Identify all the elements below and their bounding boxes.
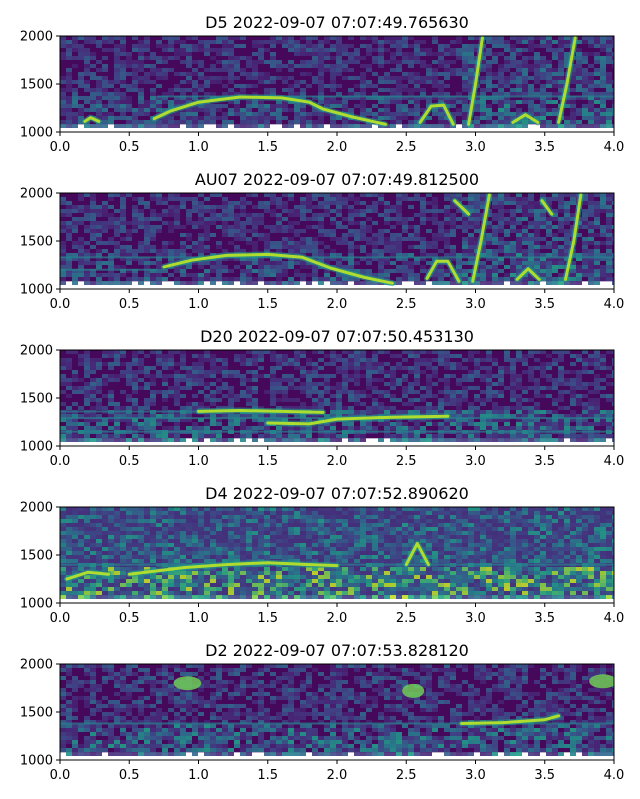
x-tick-label: 2.5 [396,297,417,312]
x-tick-label: 0.5 [119,140,140,155]
y-tick-label: 1000 [20,126,53,141]
x-tick-label: 1.0 [188,454,209,469]
x-tick-label: 3.0 [465,768,486,783]
y-tick-label: 1500 [20,392,53,407]
call-contour-1 [460,714,561,725]
call-contour-3 [515,267,541,281]
y-tick-label: 2000 [20,187,53,202]
call-contour-1 [162,252,394,285]
spectrogram-image [60,664,614,760]
x-tick-label: 2.5 [396,454,417,469]
x-tick-label: 2.0 [327,140,348,155]
spectrogram-image [60,36,614,132]
x-tick-label: 4.0 [604,297,625,312]
x-tick-label: 3.0 [465,611,486,626]
call-contour-4 [511,113,540,124]
x-tick-label: 0.5 [119,768,140,783]
call-contour-5 [564,193,583,281]
spectrogram-panel-3: D20 2022-09-07 07:07:50.453130 0.0 0.5 1.0 1… [20,327,624,469]
call-contour-1 [83,116,101,123]
call-contour-2 [404,542,430,567]
x-tick-label: 1.5 [257,140,278,155]
x-tick-label: 1.0 [188,768,209,783]
x-tick-label: 0.0 [50,454,71,469]
call-contour-1 [197,409,325,414]
x-tick-label: 3.5 [534,297,555,312]
call-contour-2 [152,95,387,126]
y-tick-label: 2000 [20,30,53,45]
spectrogram-image [60,193,614,289]
energy-blob-2 [402,683,425,698]
x-tick-label: 1.5 [257,297,278,312]
x-tick-label: 2.5 [396,611,417,626]
x-tick-label: 0.5 [119,611,140,626]
x-tick-label: 3.5 [534,768,555,783]
y-tick-label: 2000 [20,501,53,516]
spectrogram-image [60,350,614,446]
x-tick-label: 2.0 [327,297,348,312]
spectrogram-panel-1: D5 2022-09-07 07:07:49.765630 0.0 0.5 1.0 1.… [20,13,624,155]
x-tick-label: 4.0 [604,768,625,783]
x-tick-label: 1.5 [257,768,278,783]
call-contour-7 [540,199,554,216]
y-tick-label: 1000 [20,754,53,769]
x-tick-label: 3.0 [465,454,486,469]
x-tick-label: 3.0 [465,140,486,155]
y-tick-label: 1500 [20,78,53,93]
x-tick-label: 0.5 [119,454,140,469]
spectrogram-panel-2: AU07 2022-09-07 07:07:49.812500 0.0 0.5 1.0… [20,170,624,312]
call-contour-6 [557,36,577,124]
panel-title: AU07 2022-09-07 07:07:49.812500 [195,170,479,189]
x-tick-label: 3.5 [534,611,555,626]
spectrogram-image [60,507,614,603]
y-tick-label: 2000 [20,658,53,673]
call-contour-3 [65,570,110,581]
x-tick-label: 0.0 [50,140,71,155]
call-contour-4 [471,193,491,283]
call-contour-1 [127,561,339,576]
x-tick-label: 2.0 [327,611,348,626]
call-contour-2 [425,259,461,283]
y-tick-label: 1000 [20,597,53,612]
x-tick-label: 2.5 [396,768,417,783]
panel-title: D20 2022-09-07 07:07:50.453130 [200,327,474,346]
x-tick-label: 4.0 [604,611,625,626]
y-tick-label: 1500 [20,235,53,250]
y-tick-label: 1000 [20,440,53,455]
x-tick-label: 0.5 [119,297,140,312]
x-tick-label: 2.0 [327,454,348,469]
x-tick-label: 3.5 [534,140,555,155]
call-contour-2 [266,414,450,426]
y-tick-label: 2000 [20,344,53,359]
y-tick-label: 1000 [20,283,53,298]
panel-title: D2 2022-09-07 07:07:53.828120 [205,641,469,660]
x-tick-label: 2.0 [327,768,348,783]
x-tick-label: 0.0 [50,768,71,783]
call-contour-3 [418,103,455,126]
x-tick-label: 4.0 [604,140,625,155]
x-tick-label: 3.5 [534,454,555,469]
x-tick-label: 1.0 [188,297,209,312]
x-tick-label: 0.0 [50,611,71,626]
spectrogram-panel-5: D2 2022-09-07 07:07:53.828120 0.0 0.5 1.0 1.… [20,641,624,783]
x-tick-label: 1.0 [188,611,209,626]
x-tick-label: 1.5 [257,611,278,626]
y-tick-label: 1500 [20,706,53,721]
x-tick-label: 1.0 [188,140,209,155]
x-tick-label: 3.0 [465,297,486,312]
energy-blob-1 [173,676,202,691]
x-tick-label: 1.5 [257,454,278,469]
x-tick-label: 0.0 [50,297,71,312]
panel-title: D4 2022-09-07 07:07:52.890620 [205,484,469,503]
spectrogram-panel-4: D4 2022-09-07 07:07:52.890620 0.0 0.5 1.0 1.… [20,484,624,626]
y-tick-label: 1500 [20,549,53,564]
call-contour-6 [453,199,471,216]
call-contour-5 [467,36,484,126]
x-tick-label: 4.0 [604,454,625,469]
energy-blob-3 [589,674,614,689]
panel-title: D5 2022-09-07 07:07:49.765630 [205,13,469,32]
x-tick-label: 2.5 [396,140,417,155]
